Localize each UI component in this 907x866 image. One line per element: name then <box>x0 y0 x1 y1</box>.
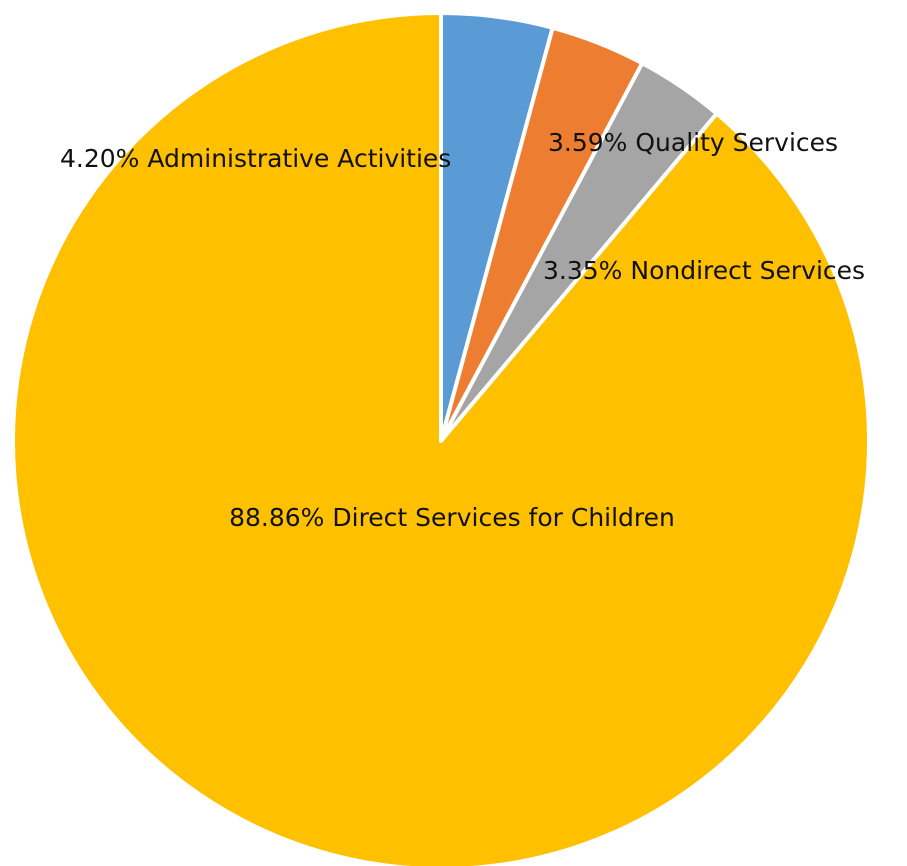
pie-slice-direct-services-for-children <box>11 11 871 866</box>
data-label-direct-services-for-children: 88.86% Direct Services for Children <box>229 503 675 532</box>
data-label-quality-services: 3.59% Quality Services <box>548 128 838 157</box>
data-label-nondirect-services: 3.35% Nondirect Services <box>543 256 865 285</box>
data-label-administrative-activities: 4.20% Administrative Activities <box>60 144 451 173</box>
pie-slices <box>11 11 871 866</box>
pie-labels: 4.20% Administrative Activities 3.59% Qua… <box>60 128 865 532</box>
